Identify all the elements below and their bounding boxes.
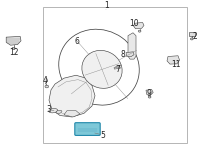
Polygon shape (146, 89, 153, 95)
Polygon shape (167, 56, 180, 64)
Text: 5: 5 (101, 131, 105, 140)
Text: 9: 9 (147, 89, 151, 98)
Circle shape (12, 47, 15, 50)
Text: 11: 11 (171, 60, 181, 69)
Bar (43, 7, 187, 143)
Text: 1: 1 (105, 1, 109, 10)
Circle shape (190, 38, 193, 40)
Polygon shape (189, 32, 195, 36)
Circle shape (138, 30, 141, 32)
Text: 4: 4 (43, 76, 47, 85)
Text: 8: 8 (121, 50, 125, 59)
Text: 12: 12 (9, 48, 18, 57)
Polygon shape (64, 111, 80, 117)
Polygon shape (49, 75, 95, 117)
Polygon shape (6, 36, 21, 45)
Polygon shape (126, 52, 134, 57)
Text: 3: 3 (47, 105, 51, 114)
Ellipse shape (82, 50, 122, 88)
Text: 2: 2 (193, 32, 197, 41)
Circle shape (148, 96, 151, 98)
Polygon shape (134, 22, 144, 29)
Text: 6: 6 (75, 37, 79, 46)
Polygon shape (128, 33, 136, 59)
Text: 7: 7 (116, 65, 120, 74)
Ellipse shape (49, 108, 58, 113)
FancyBboxPatch shape (75, 123, 100, 135)
Text: 10: 10 (129, 19, 139, 29)
Circle shape (45, 85, 49, 88)
Ellipse shape (56, 110, 62, 113)
Polygon shape (114, 67, 120, 69)
